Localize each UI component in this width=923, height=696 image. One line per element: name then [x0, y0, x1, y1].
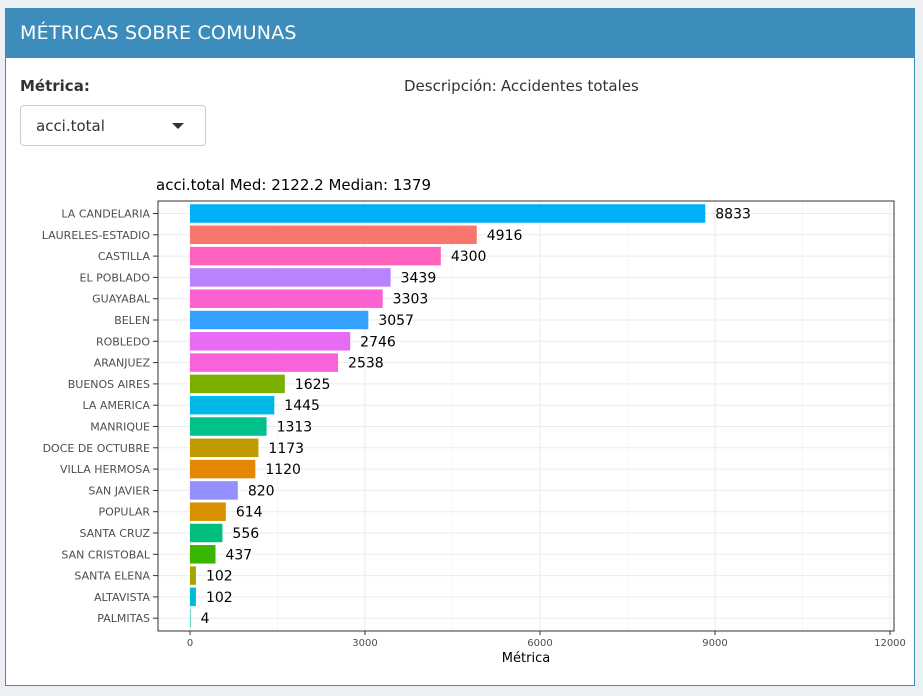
bar: [190, 502, 226, 521]
panel-title: MÉTRICAS SOBRE COMUNAS: [20, 22, 297, 44]
bar: [190, 204, 706, 223]
category-label: SANTA CRUZ: [79, 527, 150, 540]
bar-value-label: 4916: [487, 228, 523, 244]
plot-border: [157, 200, 895, 632]
bar: [190, 438, 259, 458]
category-label: LA AMERICA: [83, 399, 151, 412]
category-label: POPULAR: [98, 506, 150, 519]
bar: [190, 353, 339, 372]
bar-value-label: 102: [206, 569, 233, 585]
bar: [190, 417, 267, 436]
category-label: EL POBLADO: [80, 271, 151, 284]
bar-value-label: 1313: [277, 420, 313, 436]
x-tick-label: 6000: [527, 638, 552, 649]
metric-select[interactable]: acci.total: [20, 105, 206, 146]
bar-value-label: 1445: [284, 398, 320, 414]
bar: [190, 566, 196, 585]
x-tick-label: 3000: [352, 638, 377, 649]
description-prefix: Descripción:: [404, 77, 497, 95]
category-label: BELEN: [114, 314, 150, 327]
category-label: SANTA ELENA: [74, 570, 150, 583]
x-axis-title: Métrica: [502, 651, 550, 666]
bar: [190, 225, 477, 245]
bar-value-label: 614: [236, 505, 263, 521]
bar-value-label: 3057: [378, 313, 414, 329]
bar: [190, 545, 216, 564]
bar-value-label: 2538: [348, 356, 384, 372]
category-label: SAN JAVIER: [88, 484, 150, 497]
category-label: DOCE DE OCTUBRE: [43, 442, 150, 455]
bar: [190, 332, 351, 351]
category-label: CASTILLA: [98, 250, 151, 263]
bar-value-label: 1173: [268, 441, 304, 457]
bar: [190, 310, 369, 330]
bar: [190, 395, 275, 415]
bar: [190, 289, 383, 308]
category-label: ROBLEDO: [96, 335, 150, 348]
category-label: MANRIQUE: [90, 421, 150, 434]
bar: [190, 587, 196, 607]
bar: [190, 459, 256, 479]
chart-title: acci.total Med: 2122.2 Median: 1379: [156, 176, 431, 194]
bar: [190, 523, 223, 543]
bar: [190, 608, 191, 628]
bar-value-label: 102: [206, 590, 233, 606]
category-label: ARANJUEZ: [94, 357, 151, 370]
plot-panel: [158, 201, 894, 631]
bar-value-label: 556: [232, 526, 259, 542]
bar-value-label: 820: [248, 483, 275, 499]
bar-value-label: 4300: [451, 249, 487, 265]
category-label: LAURELES-ESTADIO: [42, 229, 151, 242]
bar-value-label: 8833: [715, 207, 751, 223]
description-value: Accidentes totales: [500, 77, 639, 95]
bar: [190, 268, 391, 287]
bar: [190, 246, 441, 266]
bar-value-label: 1625: [295, 377, 331, 393]
panel-header: MÉTRICAS SOBRE COMUNAS: [6, 9, 914, 58]
bar-value-label: 4: [201, 611, 210, 627]
x-tick-label: 9000: [702, 638, 727, 649]
category-label: GUAYABAL: [92, 293, 151, 306]
bar-value-label: 3303: [393, 292, 429, 308]
category-label: LA CANDELARIA: [61, 208, 150, 221]
bar-value-label: 3439: [401, 270, 437, 286]
bar: [190, 481, 238, 500]
bar: [190, 374, 285, 394]
x-tick-label: 12000: [874, 638, 906, 649]
metric-description: Descripción: Accidentes totales: [404, 77, 639, 95]
bar-value-label: 1120: [265, 462, 301, 478]
category-label: BUENOS AIRES: [68, 378, 150, 391]
category-label: ALTAVISTA: [94, 591, 150, 604]
category-label: VILLA HERMOSA: [60, 463, 151, 476]
metric-label: Métrica:: [20, 77, 90, 95]
metric-select-value: acci.total: [36, 117, 105, 135]
x-tick-label: 0: [187, 638, 193, 649]
category-label: SAN CRISTOBAL: [61, 548, 150, 561]
bar-value-label: 437: [225, 547, 252, 563]
bar-value-label: 2746: [360, 334, 396, 350]
category-label: PALMITAS: [97, 612, 150, 625]
chevron-down-icon: [172, 123, 184, 129]
